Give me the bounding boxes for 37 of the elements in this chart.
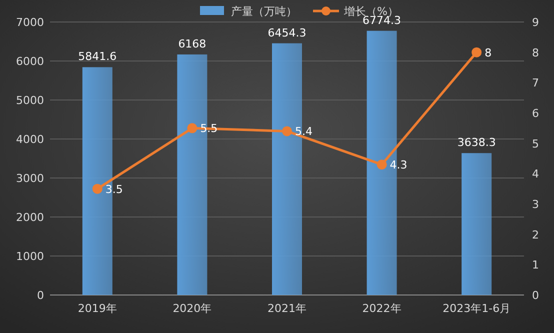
y-tick-label: 7000 bbox=[16, 16, 44, 29]
y-tick-label: 1000 bbox=[16, 250, 44, 263]
y2-tick-label: 2 bbox=[532, 228, 539, 242]
y-tick-label: 5000 bbox=[16, 94, 44, 107]
data-label: 5841.6 bbox=[78, 50, 117, 64]
y2-tick-label: 1 bbox=[532, 258, 539, 272]
data-label: 6454.3 bbox=[268, 26, 306, 40]
data-label: 3638.3 bbox=[457, 136, 496, 150]
data-label: 8 bbox=[484, 46, 492, 60]
y-tick-label: 2000 bbox=[16, 211, 44, 224]
y2-tick-label: 4 bbox=[532, 168, 539, 181]
point bbox=[376, 160, 387, 170]
x-tick-label: 2020年 bbox=[172, 302, 212, 315]
point bbox=[282, 126, 292, 136]
y2-tick-label: 6 bbox=[532, 107, 539, 120]
bar bbox=[462, 153, 492, 295]
y2-tick-label: 7 bbox=[532, 76, 539, 90]
x-tick-label: 2022年 bbox=[362, 302, 402, 315]
y-tick-label: 4000 bbox=[16, 133, 44, 146]
y2-tick-label: 5 bbox=[532, 137, 539, 150]
y2-tick-label: 3 bbox=[532, 198, 539, 211]
y-tick-label: 0 bbox=[37, 289, 44, 302]
x-tick-label: 2023年1-6月 bbox=[442, 302, 511, 315]
point bbox=[92, 184, 102, 194]
y2-tick-label: 8 bbox=[532, 46, 539, 60]
data-label: 6168 bbox=[178, 37, 206, 50]
data-label: 6774.3 bbox=[362, 14, 402, 27]
x-tick-label: 2021年 bbox=[268, 302, 306, 315]
point bbox=[187, 123, 198, 134]
data-label: 5.5 bbox=[200, 122, 218, 136]
x-tick-label: 2019年 bbox=[78, 302, 117, 315]
y2-tick-label: 0 bbox=[532, 289, 539, 302]
y-tick-label: 3000 bbox=[16, 172, 44, 185]
legend-label: 产量（万吨） bbox=[231, 5, 297, 18]
y2-tick-label: 9 bbox=[532, 16, 539, 29]
point bbox=[472, 47, 482, 58]
y-tick-label: 6000 bbox=[16, 55, 44, 68]
